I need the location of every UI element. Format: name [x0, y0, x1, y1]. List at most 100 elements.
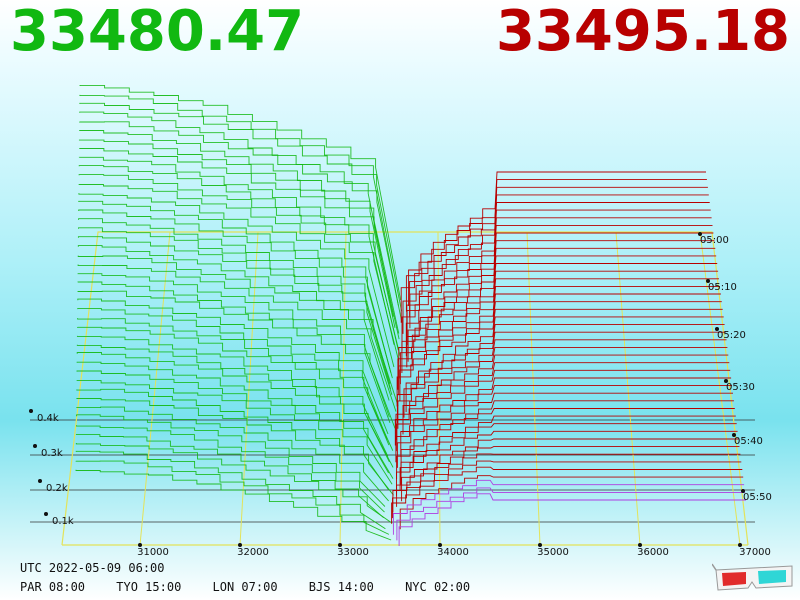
timezone-bjs: BJS 14:00	[308, 580, 374, 594]
bid-depth-line	[75, 450, 386, 530]
ask-depth-line	[397, 339, 727, 429]
bid-depth-line	[77, 281, 391, 423]
x-tick-label: 31000	[137, 547, 169, 558]
timezone-clocks: PAR 08:00 TYO 15:00 LON 07:00 BJS 14:00 …	[20, 580, 494, 594]
time-tick-mark	[715, 327, 719, 331]
ask-depth-line	[396, 392, 733, 468]
y-tick-mark	[44, 512, 48, 516]
bid-depth-series	[75, 84, 403, 541]
ask-depth-line	[405, 179, 707, 312]
bid-depth-line	[79, 121, 403, 323]
ask-depth-line	[405, 240, 715, 357]
ask-depth-line	[396, 487, 746, 541]
ask-depth-line	[401, 232, 714, 351]
x-tick-mark	[338, 543, 342, 547]
bid-depth-line	[77, 255, 399, 407]
bid-depth-line	[77, 290, 396, 429]
bid-depth-line	[75, 469, 392, 541]
ask-depth-line	[406, 224, 713, 346]
utc-timestamp: UTC 2022-05-09 06:00	[20, 561, 165, 575]
x-tick-label: 34000	[437, 547, 469, 558]
bid-depth-line	[77, 273, 390, 418]
bid-depth-line	[78, 218, 391, 384]
y-tick-label: 0.3k	[41, 448, 63, 459]
bid-depth-line	[78, 193, 395, 368]
bid-depth-line	[76, 370, 394, 479]
bid-depth-line	[76, 352, 394, 468]
bid-depth-line	[75, 460, 390, 535]
bid-depth-line	[76, 361, 389, 474]
grid-column-line	[437, 231, 441, 546]
ask-depth-line	[401, 263, 718, 373]
bid-depth-line	[76, 344, 390, 463]
timezone-tyo: TYO 15:00	[116, 580, 182, 594]
x-tick-mark	[438, 543, 442, 547]
x-tick-mark	[638, 543, 642, 547]
bid-depth-line	[79, 111, 394, 317]
bid-depth-line	[79, 130, 396, 328]
ask-depth-line	[396, 308, 723, 407]
ask-price: 33495.18	[495, 0, 790, 64]
x-tick-label: 32000	[237, 547, 269, 558]
time-tick-mark	[706, 279, 710, 283]
timezone-par: PAR 08:00	[20, 580, 86, 594]
3d-glasses-icon[interactable]	[712, 560, 796, 594]
bid-depth-line	[78, 209, 393, 379]
ask-depth-line	[399, 475, 744, 530]
bid-depth-line	[79, 84, 402, 301]
bid-depth-line	[76, 335, 389, 457]
time-tick-mark	[698, 232, 702, 236]
time-tick-mark	[732, 433, 736, 437]
ask-depth-line	[402, 209, 711, 334]
time-tick-mark	[741, 489, 745, 493]
bid-depth-line	[77, 308, 388, 440]
bid-depth-line	[77, 236, 393, 396]
bid-price: 33480.47	[10, 0, 305, 64]
ask-depth-line	[400, 377, 732, 457]
x-tick-mark	[238, 543, 242, 547]
ask-depth-line	[394, 362, 730, 446]
x-tick-label: 37000	[739, 547, 771, 558]
bid-depth-line	[78, 227, 392, 390]
ask-depth-line	[391, 466, 743, 524]
y-tick-mark	[38, 479, 42, 483]
x-tick-label: 36000	[637, 547, 669, 558]
x-tick-mark	[538, 543, 542, 547]
y-tick-label: 0.4k	[37, 413, 59, 424]
bid-depth-line	[78, 139, 400, 334]
ask-depth-line	[392, 460, 742, 519]
bid-depth-line	[75, 434, 384, 519]
ask-depth-line	[395, 354, 729, 440]
ask-depth-line	[409, 186, 708, 318]
ask-depth-line	[409, 202, 710, 329]
bid-depth-line	[76, 414, 386, 507]
grid-column-line	[239, 231, 259, 546]
ask-depth-line	[400, 415, 736, 485]
bid-depth-line	[79, 102, 403, 312]
bid-depth-line	[78, 174, 401, 356]
x-tick-label: 33000	[337, 547, 369, 558]
timezone-nyc: NYC 02:00	[405, 580, 471, 594]
ask-depth-line	[398, 270, 719, 379]
bid-depth-line	[76, 388, 389, 491]
time-tick-label: 05:30	[726, 382, 755, 393]
time-tick-label: 05:40	[734, 436, 763, 447]
bid-depth-line	[79, 148, 400, 340]
timezone-lon: LON 07:00	[212, 580, 278, 594]
bid-depth-line	[75, 443, 393, 524]
ask-depth-line	[396, 430, 738, 496]
ask-depth-line	[399, 301, 722, 401]
ask-depth-line	[396, 408, 735, 479]
ask-depth-series	[391, 171, 746, 546]
bid-depth-line	[77, 318, 390, 446]
ask-depth-line	[398, 493, 746, 546]
y-tick-mark	[29, 409, 33, 413]
bid-depth-line	[78, 200, 392, 373]
ask-depth-line	[405, 316, 724, 412]
ask-depth-line	[396, 369, 731, 452]
bid-depth-line	[77, 264, 397, 412]
bid-depth-line	[77, 298, 389, 435]
ask-depth-line	[399, 423, 737, 491]
ask-depth-line	[395, 385, 732, 463]
